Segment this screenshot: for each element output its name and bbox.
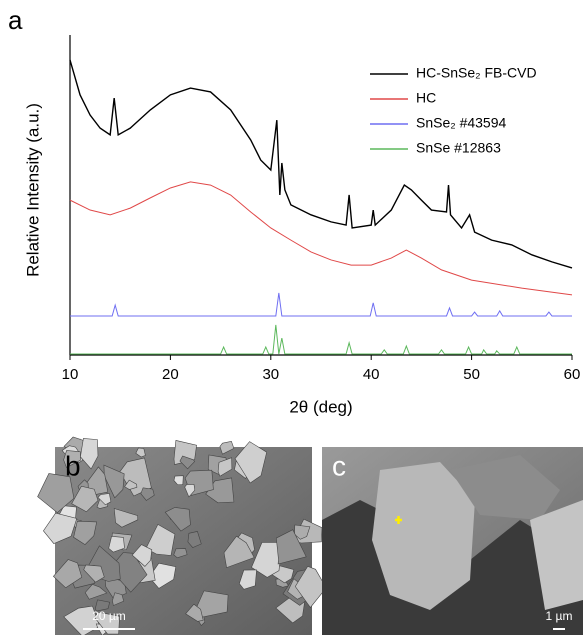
- legend-label: HC-SnSe₂ FB-CVD: [416, 65, 537, 81]
- legend-label: HC: [416, 90, 436, 106]
- x-axis-label: 2θ (deg): [289, 397, 352, 416]
- y-axis-label: Relative Intensity (a.u.): [23, 103, 42, 277]
- x-tick-label: 20: [162, 366, 179, 383]
- legend-label: SnSe #12863: [416, 140, 501, 156]
- line-series: [70, 325, 572, 354]
- line-series: [70, 293, 572, 316]
- sem-image: b 20 µm: [38, 437, 327, 635]
- figure: a Relative Intensity (a.u.) 2θ (deg) 10 2…: [0, 0, 585, 635]
- scale-bar-label: 1 µm: [546, 609, 573, 623]
- x-tick-label: 10: [62, 366, 79, 383]
- plot-area: 10 20 30 40 50 60 HC-SnSe₂ FB-CVD HC SnSe₂ #4359…: [62, 35, 581, 383]
- line-series: [70, 182, 572, 295]
- x-tick-label: 30: [262, 366, 279, 383]
- legend-label: SnSe₂ #43594: [416, 115, 507, 131]
- panel-label: b: [65, 450, 81, 481]
- panel-label: c: [332, 450, 346, 481]
- scale-bar-label: 20 µm: [92, 609, 126, 623]
- x-tick-label: 60: [564, 366, 581, 383]
- x-tick-label: 50: [463, 366, 480, 383]
- x-tick-label: 40: [363, 366, 380, 383]
- panel-label: a: [8, 5, 23, 35]
- line-series: [70, 60, 572, 268]
- sem-image: c 1 µm: [322, 447, 583, 635]
